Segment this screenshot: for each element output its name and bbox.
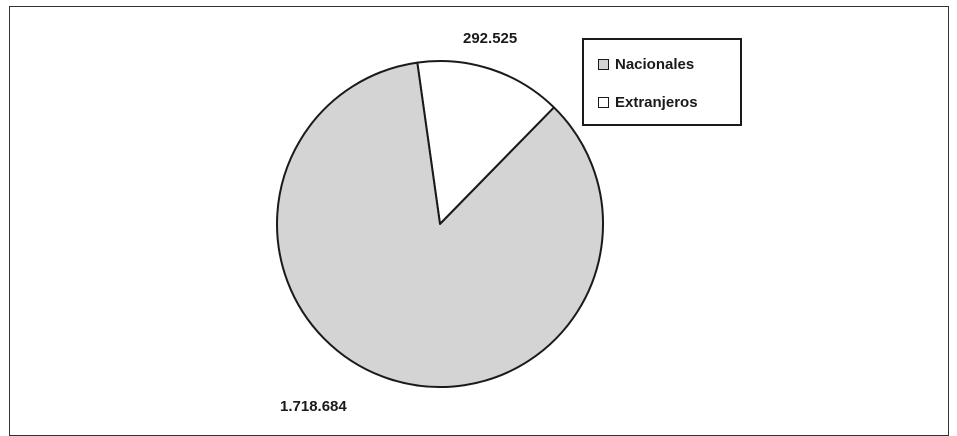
legend-item-extranjeros: Extranjeros — [598, 94, 698, 111]
chart-legend: Nacionales Extranjeros — [582, 38, 742, 126]
pie-slice-nacionales — [276, 61, 604, 388]
data-label-nacionales: 1.718.684 — [280, 398, 347, 415]
pie-chart — [276, 60, 604, 388]
data-label-extranjeros: 292.525 — [463, 30, 518, 47]
legend-swatch-nacionales — [598, 59, 609, 70]
legend-label-nacionales: Nacionales — [615, 56, 695, 73]
legend-label-extranjeros: Extranjeros — [615, 94, 698, 111]
pie-slice-extranjeros — [416, 60, 555, 225]
legend-item-nacionales: Nacionales — [598, 56, 694, 73]
legend-swatch-extranjeros — [598, 97, 609, 108]
